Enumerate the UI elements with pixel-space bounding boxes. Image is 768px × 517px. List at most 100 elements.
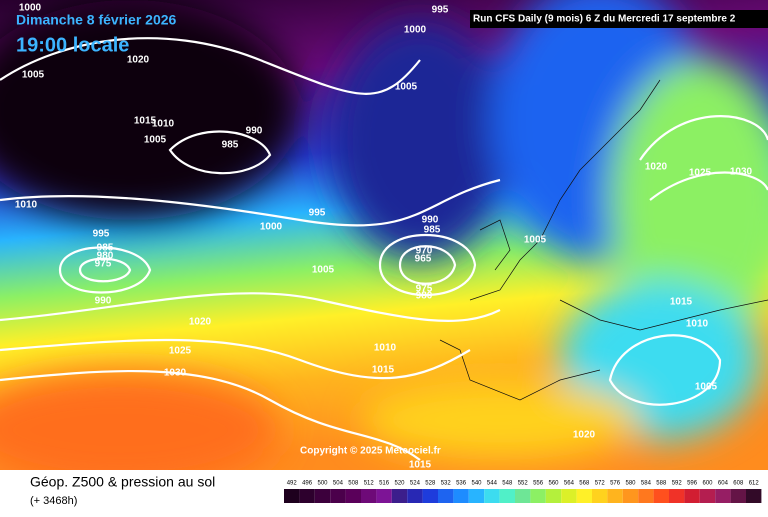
isobar-label: 965 [415, 254, 432, 265]
isobar-label: 1015 [670, 297, 693, 308]
scale-label: 608 [733, 481, 744, 487]
scale-swatch [638, 489, 654, 503]
scale-label: 588 [656, 481, 667, 487]
isobar-label: 1010 [15, 200, 38, 211]
scale-label: 536 [456, 481, 467, 487]
scale-label: 572 [595, 481, 606, 487]
isobar-label: 1010 [374, 343, 397, 354]
isobar-label: 980 [97, 251, 114, 262]
scale-label: 592 [672, 481, 683, 487]
isobar-label: 970 [416, 246, 433, 257]
scale-label: 596 [687, 481, 698, 487]
isobar-label: 1020 [645, 162, 668, 173]
isobar-label: 1005 [144, 135, 167, 146]
isobar-label: 1005 [524, 235, 547, 246]
isobar-label: 1030 [730, 167, 753, 178]
isobar-label: 1005 [395, 82, 418, 93]
isobar-label: 1025 [689, 168, 712, 179]
isobar-label: 1005 [22, 70, 45, 81]
scale-swatch [669, 489, 685, 503]
isobar-label: 985 [97, 243, 114, 254]
scale-swatch [699, 489, 716, 503]
scale-label: 548 [502, 481, 513, 487]
scale-label: 560 [548, 481, 559, 487]
isobar-label: 1005 [312, 265, 335, 276]
scale-label: 544 [487, 481, 498, 487]
scale-swatch [746, 489, 762, 503]
isobar-label: 1015 [372, 365, 395, 376]
scale-label: 500 [317, 481, 328, 487]
scale-swatch [438, 489, 454, 503]
isobar-label: 1020 [189, 317, 212, 328]
isobar-label: 990 [422, 215, 439, 226]
scale-swatch [299, 489, 315, 503]
scale-label: 564 [564, 481, 575, 487]
isobar-label: 1030 [164, 368, 187, 379]
scale-label: 516 [379, 481, 390, 487]
scale-label: 492 [287, 481, 298, 487]
isobar-label: 1020 [573, 430, 596, 441]
isobar-label: 995 [93, 229, 110, 240]
scale-label: 540 [471, 481, 482, 487]
scale-swatch [468, 489, 485, 503]
scale-swatch [499, 489, 515, 503]
run-banner [470, 10, 768, 28]
date-label: Dimanche 8 février 2026 [16, 12, 177, 28]
scale-swatch [576, 489, 592, 503]
isobar-contours [0, 37, 768, 461]
isobar-label: 1015 [134, 116, 157, 127]
scale-label: 568 [579, 481, 590, 487]
footer-lead: (+ 3468h) [30, 495, 77, 507]
scale-label: 532 [441, 481, 452, 487]
map-field [0, 0, 768, 490]
scale-label: 604 [718, 481, 729, 487]
isobar-label: 1020 [127, 55, 150, 66]
scale-label: 584 [641, 481, 652, 487]
isobar-label: 1010 [152, 119, 175, 130]
scale-swatch [607, 489, 623, 503]
scale-swatch [592, 489, 608, 503]
scale-swatch [653, 489, 669, 503]
scale-label: 612 [749, 481, 760, 487]
scale-label: 508 [348, 481, 359, 487]
scale-swatch [622, 489, 639, 503]
scale-swatch [422, 489, 438, 503]
scale-swatch [330, 489, 346, 503]
scale-label: 580 [625, 481, 636, 487]
scale-label: 600 [702, 481, 713, 487]
isobar-label: 975 [416, 284, 433, 295]
scale-swatch [715, 489, 731, 503]
isobar-label: 1025 [169, 346, 192, 357]
scale-swatch [376, 489, 392, 503]
time-label: 19:00 locale [16, 34, 129, 56]
copyright: Copyright © 2025 Meteociel.fr [300, 446, 441, 457]
scale-swatch [561, 489, 577, 503]
isobar-label: 1000 [260, 222, 283, 233]
isobar-label: 980 [416, 291, 433, 302]
scale-label: 512 [364, 481, 375, 487]
scale-swatch [684, 489, 700, 503]
scale-swatch [391, 489, 408, 503]
isobar-label: 1015 [409, 460, 432, 471]
isobar-label: 990 [246, 126, 263, 137]
isobar-label: 985 [222, 140, 239, 151]
scale-label: 504 [333, 481, 344, 487]
scale-swatch [515, 489, 531, 503]
scale-swatch [545, 489, 562, 503]
scale-label: 520 [394, 481, 405, 487]
run-label: Run CFS Daily (9 mois) 6 Z du Mercredi 1… [473, 14, 736, 25]
color-scale: 492 496 500 504 508 512 516 520 524 528 532 536 540 5… [284, 481, 762, 503]
isobar-label: 975 [95, 259, 112, 270]
scale-swatch [361, 489, 377, 503]
scale-swatch [284, 489, 300, 503]
isobar-label: 995 [309, 208, 326, 219]
isobar-label: 1010 [686, 319, 709, 330]
scale-swatch [314, 489, 331, 503]
coastlines [439, 79, 768, 401]
scale-swatch [484, 489, 500, 503]
scale-label: 556 [533, 481, 544, 487]
isobar-label: 1000 [19, 3, 42, 14]
footer-title: Géop. Z500 & pression au sol [30, 474, 215, 490]
